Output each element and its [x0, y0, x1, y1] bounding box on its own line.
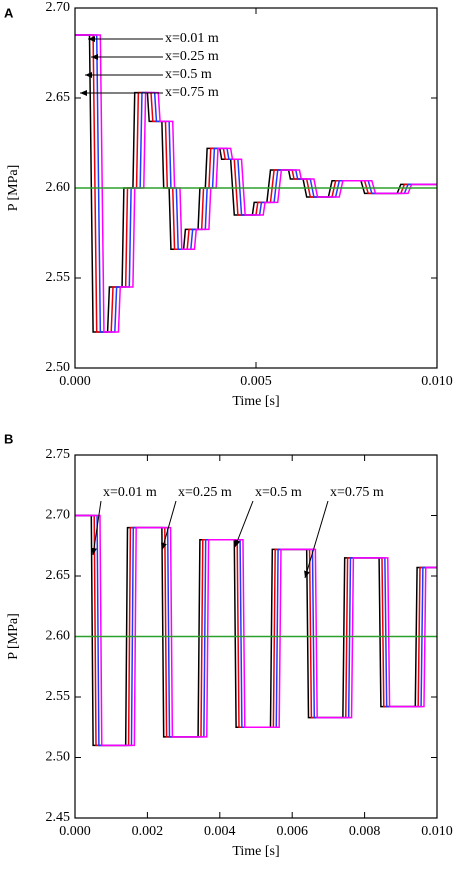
annotation: x=0.75 m	[165, 85, 219, 100]
x-tick-label: 0.010	[421, 824, 453, 839]
annotation: x=0.25 m	[178, 485, 232, 500]
y-tick-label: 2.70	[46, 0, 71, 15]
x-tick-label: 0.008	[349, 824, 381, 839]
y-tick-label: 2.60	[46, 629, 71, 644]
y-tick-label: 2.70	[46, 508, 71, 523]
panel-label: B	[4, 431, 13, 446]
annotation: x=0.25 m	[165, 49, 219, 64]
y-tick-label: 2.55	[46, 270, 71, 285]
annotation-arrow	[91, 500, 102, 556]
y-axis-title: P [MPa]	[6, 165, 21, 212]
x-tick-label: 0.002	[132, 824, 164, 839]
annotation-arrow	[161, 500, 177, 551]
y-tick-label: 2.65	[46, 90, 71, 105]
annotation-arrow	[304, 500, 329, 579]
y-tick-label: 2.60	[46, 180, 71, 195]
panel: A 0.000 0.005 0.010 2.50 2.55 2.60 2.65 2.70 Time…	[4, 0, 453, 409]
annotation: x=0.75 m	[330, 485, 384, 500]
y-tick-label: 2.50	[46, 360, 71, 375]
panel-label: A	[4, 5, 14, 20]
x-tick-label: 0.000	[59, 374, 91, 389]
y-tick-label: 2.45	[46, 810, 71, 825]
x-tick-label: 0.004	[204, 824, 236, 839]
x-tick-label: 0.000	[59, 824, 91, 839]
plot-frame	[74, 454, 438, 819]
x-tick-label: 0.010	[421, 374, 453, 389]
plot-frame	[74, 7, 438, 369]
x-tick-label: 0.005	[240, 374, 272, 389]
y-tick-label: 2.65	[46, 568, 71, 583]
annotation: x=0.01 m	[103, 485, 157, 500]
y-tick-label: 2.50	[46, 750, 71, 765]
x-axis-title: Time [s]	[232, 394, 279, 409]
y-tick-label: 2.55	[46, 689, 71, 704]
series-line	[75, 34, 437, 333]
x-tick-label: 0.006	[276, 824, 308, 839]
panel: B 0.000 0.002 0.004 0.006 0.008 0.010 2.45 2.50 2…	[4, 431, 453, 859]
x-axis-title: Time [s]	[232, 844, 279, 859]
annotation: x=0.5 m	[165, 67, 212, 82]
annotation: x=0.5 m	[255, 485, 302, 500]
y-tick-label: 2.75	[46, 447, 71, 462]
annotation: x=0.01 m	[165, 31, 219, 46]
annotation-arrow	[234, 500, 254, 548]
y-axis-title: P [MPa]	[6, 613, 21, 660]
series-line	[75, 514, 437, 747]
